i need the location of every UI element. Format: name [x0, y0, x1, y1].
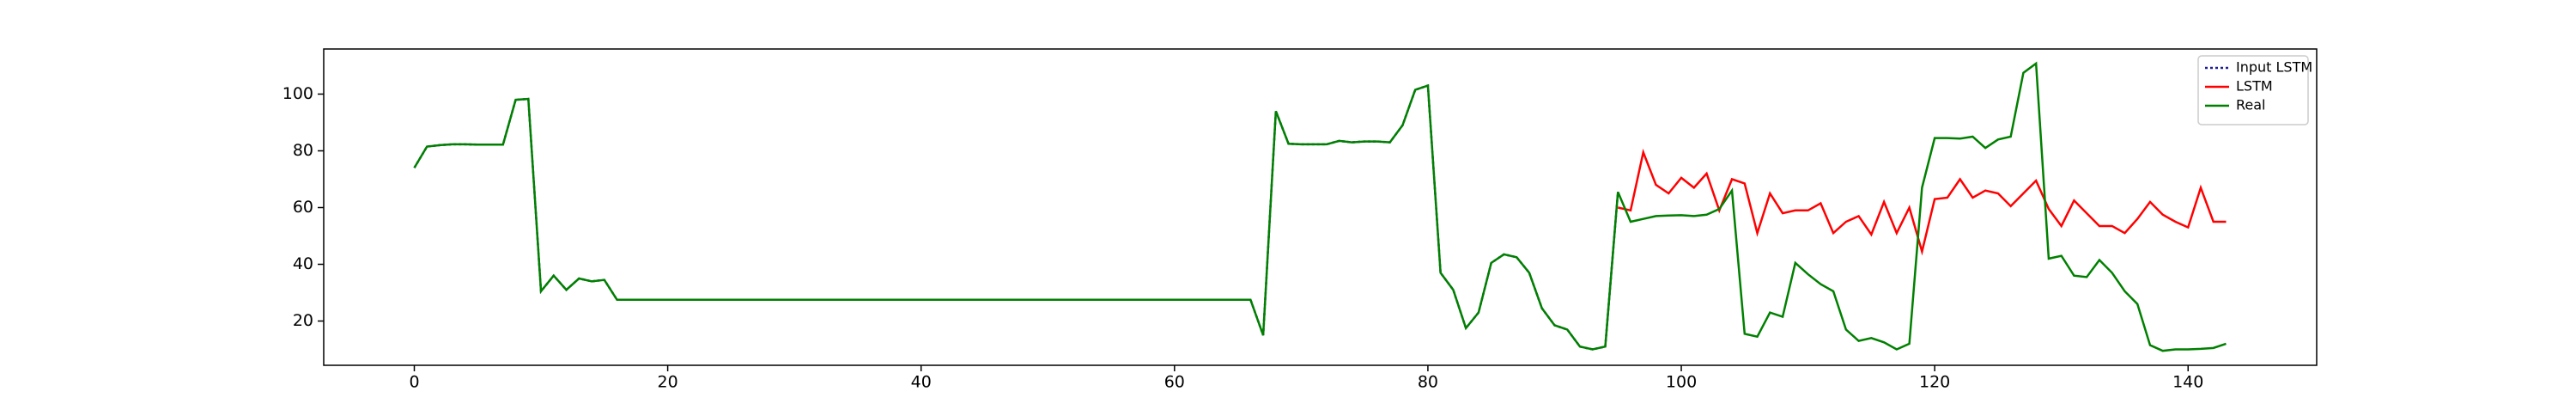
series-line: [1617, 148, 2227, 256]
legend-box: [2197, 55, 2309, 125]
x-tick-label: 0: [409, 373, 419, 392]
x-tick-label: 140: [2172, 373, 2203, 392]
y-tick-label: 60: [293, 198, 313, 217]
y-tick-label: 100: [283, 84, 313, 103]
legend-label: Real: [2236, 97, 2266, 113]
legend-label: Input LSTM: [2236, 59, 2312, 76]
legend-label: LSTM: [2236, 78, 2273, 95]
series-line: [413, 61, 2227, 352]
plot-frame: [323, 48, 2318, 366]
x-tick-label: 60: [1164, 373, 1185, 392]
x-tick-label: 120: [1919, 373, 1950, 392]
y-tick-label: 80: [293, 141, 313, 160]
x-tick-label: 20: [658, 373, 678, 392]
y-tick-label: 20: [293, 311, 313, 330]
x-tick-label: 100: [1666, 373, 1697, 392]
x-tick-label: 40: [911, 373, 932, 392]
y-tick-label: 40: [293, 254, 313, 273]
x-tick-label: 80: [1418, 373, 1438, 392]
